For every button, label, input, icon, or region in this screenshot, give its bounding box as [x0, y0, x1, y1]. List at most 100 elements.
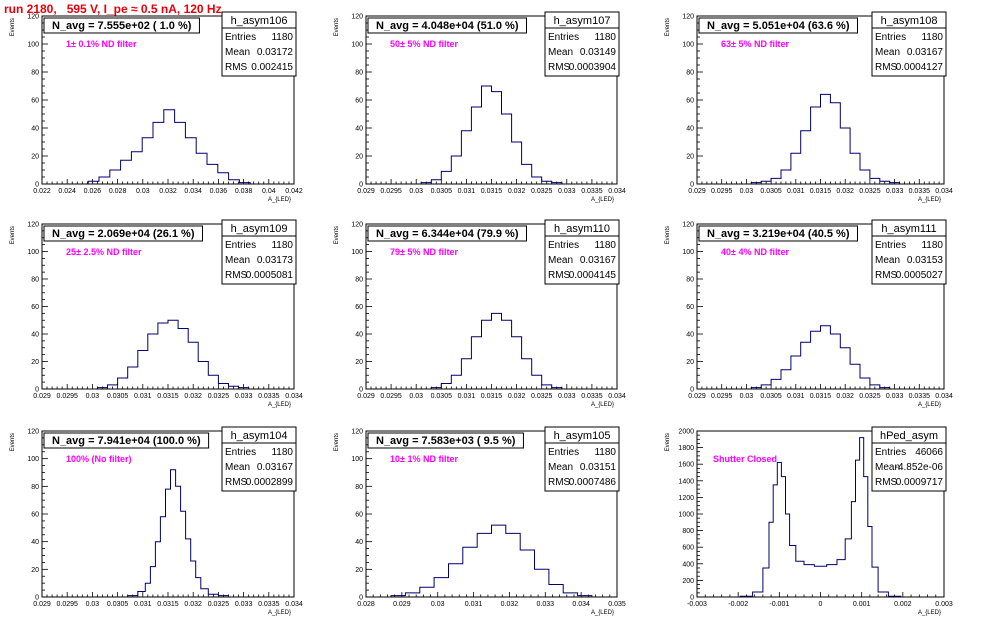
y-tick-label: 20: [686, 154, 694, 161]
x-tick-label: 0.003: [935, 601, 953, 608]
navg-title: N_avg = 7.583e+03 ( 9.5 %): [376, 435, 516, 447]
y-tick-label: 0: [35, 595, 39, 602]
x-tick-label: 0: [819, 601, 823, 608]
x-tick-label: 0.029: [393, 601, 411, 608]
x-tick-label: 0.0325: [208, 393, 230, 400]
x-tick-label: 0.0295: [56, 393, 78, 400]
stat-label: RMS: [548, 477, 571, 488]
x-tick-label: 0.034: [184, 188, 202, 195]
x-tick-label: 0.031: [134, 601, 152, 608]
y-tick-label: 400: [682, 561, 694, 568]
y-tick-label: 60: [31, 98, 39, 105]
x-tick-label: 0.0305: [760, 393, 782, 400]
stat-value: 0.03173: [257, 255, 294, 266]
stat-label: Mean: [875, 47, 900, 58]
y-tick-label: 100: [351, 249, 363, 256]
stat-value: 0.03167: [580, 255, 617, 266]
y-tick-label: 100: [27, 456, 39, 463]
y-tick-label: 40: [686, 126, 694, 133]
x-tick-label: 0.002: [894, 601, 912, 608]
stat-value: 0.03153: [907, 255, 944, 266]
stats-box: [871, 11, 947, 77]
filter-annotation: 50± 5% ND filter: [390, 39, 458, 49]
x-tick-label: 0.0335: [909, 393, 931, 400]
stat-label: RMS: [225, 270, 248, 281]
x-tick-label: 0.0335: [909, 188, 931, 195]
y-tick-label: 20: [31, 154, 39, 161]
filter-annotation: 10± 1% ND filter: [390, 454, 458, 464]
stat-value: 0.0004127: [896, 62, 944, 73]
histogram-name: h_asym109: [231, 223, 288, 235]
y-tick-label: 60: [31, 304, 39, 311]
y-tick-label: 40: [355, 539, 363, 546]
x-tick-label: 0.032: [508, 188, 526, 195]
stat-value: 0.03149: [580, 47, 617, 58]
histogram-name: h_asym110: [554, 223, 610, 235]
navg-box: [43, 225, 203, 242]
x-tick-label: 0.03: [740, 188, 754, 195]
x-tick-label: 0.029: [688, 393, 706, 400]
x-tick-label: 0.034: [608, 393, 626, 400]
y-tick-label: 600: [682, 545, 694, 552]
panel-h_asym106: 0.022 0.024 0.026 0.028 0.03 0.032 0.034 0.036 0…: [10, 11, 303, 203]
y-tick-label: 120: [682, 14, 694, 21]
y-tick-label: 200: [682, 578, 694, 585]
filter-annotation: 63± 5% ND filter: [721, 39, 789, 49]
y-tick-label: 80: [355, 70, 363, 77]
y-tick-label: 40: [355, 332, 363, 339]
x-tick-label: 0.001: [853, 601, 871, 608]
histogram-name: h_asym111: [881, 223, 936, 235]
stat-label: Mean: [548, 255, 573, 266]
x-tick-label: 0.029: [357, 393, 375, 400]
x-tick-label: 0.038: [235, 188, 253, 195]
x-tick-label: 0.031: [787, 393, 805, 400]
x-tick-label: 0.029: [357, 188, 375, 195]
y-tick-label: 20: [355, 359, 363, 366]
stat-label: Mean: [548, 47, 573, 58]
y-tick-label: 120: [351, 222, 363, 229]
y-tick-label: 100: [27, 249, 39, 256]
y-tick-label: 0: [35, 182, 39, 189]
stats-box: [871, 219, 947, 285]
stat-value: 0.03151: [580, 462, 617, 473]
y-tick-label: 100: [682, 42, 694, 49]
x-tick-label: 0.042: [285, 188, 303, 195]
navg-title: N_avg = 7.555e+02 ( 1.0 %): [52, 20, 192, 32]
filter-annotation: 1± 0.1% ND filter: [66, 39, 137, 49]
stat-value: 0.0003904: [569, 62, 617, 73]
y-tick-label: 1000: [678, 512, 694, 519]
stat-label: RMS: [875, 62, 898, 73]
y-tick-label: 1200: [678, 495, 694, 502]
x-axis-title: A_{LED}: [591, 610, 614, 616]
x-tick-label: 0.036: [210, 188, 228, 195]
y-axis-title: Events: [334, 226, 340, 244]
x-tick-label: 0.029: [688, 188, 706, 195]
x-tick-label: 0.0325: [859, 393, 881, 400]
stat-value: 1180: [271, 32, 293, 43]
x-tick-label: 0.033: [558, 393, 576, 400]
x-tick-label: 0.0325: [859, 188, 881, 195]
x-tick-label: 0.032: [159, 188, 177, 195]
histogram-line: [430, 312, 563, 389]
y-tick-label: 100: [27, 42, 39, 49]
y-tick-label: 120: [27, 222, 39, 229]
stat-value: 0.0004145: [569, 270, 617, 281]
x-tick-label: 0.0335: [258, 601, 280, 608]
x-tick-label: 0.031: [134, 393, 152, 400]
x-tick-label: 0.031: [458, 393, 476, 400]
navg-box: [698, 225, 858, 242]
x-tick-label: 0.0295: [56, 601, 78, 608]
y-tick-label: 60: [355, 304, 363, 311]
histogram-name: h_asym108: [881, 15, 938, 27]
x-tick-label: 0.0325: [531, 188, 553, 195]
navg-box: [367, 17, 527, 34]
y-tick-label: 80: [355, 277, 363, 284]
stats-box: [544, 426, 620, 492]
histogram-name: hPed_asym: [880, 430, 938, 442]
stat-label: RMS: [875, 477, 898, 488]
stats-box: [544, 219, 620, 285]
x-tick-label: 0.022: [33, 188, 51, 195]
y-tick-label: 40: [31, 126, 39, 133]
panel-h_asym105: 0.028 0.029 0.03 0.031 0.032 0.033 0.034 0.035 0…: [334, 426, 626, 616]
y-tick-label: 40: [686, 332, 694, 339]
